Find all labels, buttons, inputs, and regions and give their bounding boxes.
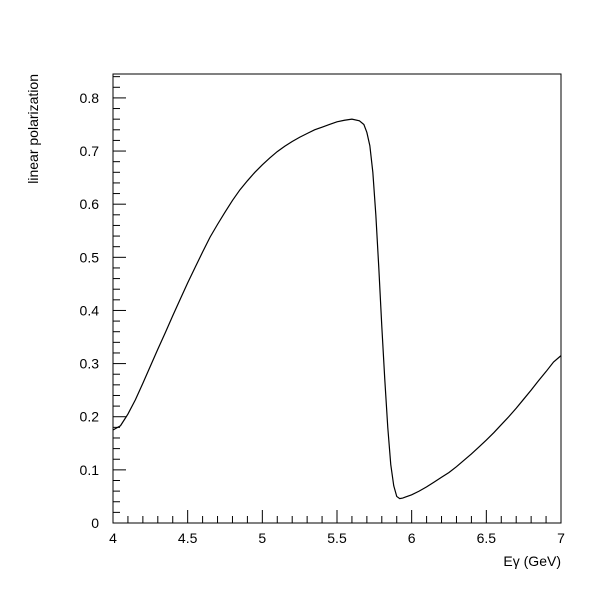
- y-tick-label: 0.5: [80, 249, 100, 265]
- y-axis-ticks: [113, 76, 126, 524]
- y-axis-label: linear polarization: [25, 74, 41, 184]
- y-tick-label: 0.8: [80, 90, 100, 106]
- x-tick-label: 6: [408, 530, 416, 546]
- y-axis-tick-labels: 0 0.1 0.2 0.3 0.4 0.5 0.6 0.7 0.8: [80, 90, 100, 531]
- y-tick-label: 0: [91, 515, 99, 531]
- y-tick-label: 0.6: [80, 196, 100, 212]
- y-tick-label: 0.1: [80, 462, 100, 478]
- y-tick-label: 0.7: [80, 143, 100, 159]
- x-axis-tick-labels: 4 4.5 5 5.5 6 6.5 7: [109, 530, 565, 546]
- x-tick-label: 6.5: [477, 530, 497, 546]
- x-tick-label: 4: [109, 530, 117, 546]
- x-tick-label: 7: [557, 530, 565, 546]
- x-axis-label: Eγ (GeV): [503, 553, 561, 569]
- x-tick-label: 5.5: [327, 530, 347, 546]
- y-tick-label: 0.3: [80, 356, 100, 372]
- y-tick-label: 0.4: [80, 302, 100, 318]
- x-axis-ticks: [112, 510, 562, 523]
- x-tick-label: 4.5: [178, 530, 198, 546]
- x-tick-label: 5: [258, 530, 266, 546]
- series-line: [112, 118, 562, 500]
- y-tick-label: 0.2: [80, 409, 100, 425]
